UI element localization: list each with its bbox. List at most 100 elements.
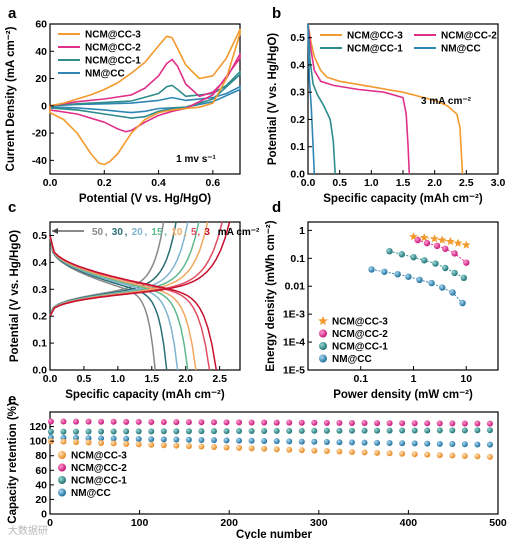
ragone-point-ncm-cc-2 xyxy=(451,250,458,257)
retention-point-ncm-cc-3 xyxy=(336,448,343,455)
retention-point-ncm-cc-3 xyxy=(298,447,305,454)
retention-point-ncm-cc-1 xyxy=(461,427,468,434)
retention-point-ncm-cc-1 xyxy=(323,427,330,434)
retention-point-nm-cc xyxy=(361,439,368,446)
rate-separator: , xyxy=(197,227,200,238)
x-tick-label: 2.5 xyxy=(212,373,227,385)
retention-point-ncm-cc-3 xyxy=(236,444,243,451)
y-tick-label: 0.0 xyxy=(290,169,305,181)
x-axis-label: Specific capacity (mAh cm⁻²) xyxy=(323,193,483,205)
x-tick-label: 2.0 xyxy=(427,177,442,189)
y-tick-label: 40 xyxy=(35,46,47,58)
legend-marker xyxy=(58,476,66,484)
retention-point-ncm-cc-3 xyxy=(348,448,355,455)
y-tick-label: 0 xyxy=(41,100,47,112)
y-axis-label: Current Density (mA cm⁻²) xyxy=(5,26,17,171)
x-tick-label: 500 xyxy=(489,517,507,529)
rate-label-30: 30 xyxy=(112,227,124,238)
x-tick-label: 1.0 xyxy=(111,373,126,385)
ragone-point-ncm-cc-1 xyxy=(460,274,468,282)
ragone-point-ncm-cc-3 xyxy=(430,234,439,243)
retention-point-ncm-cc-3 xyxy=(449,452,456,459)
retention-point-ncm-cc-3 xyxy=(261,445,268,452)
legend-entry: NCM@CC-1 xyxy=(347,44,403,55)
retention-point-nm-cc xyxy=(223,437,230,444)
ragone-point-ncm-cc-1 xyxy=(442,264,449,272)
retention-point-nm-cc xyxy=(248,437,255,444)
retention-point-ncm-cc-3 xyxy=(85,439,92,446)
retention-point-ncm-cc-1 xyxy=(361,427,368,434)
retention-point-ncm-cc-1 xyxy=(411,427,418,434)
x-tick-label: 0 xyxy=(47,517,53,529)
panel-d-frame xyxy=(307,221,499,371)
x-tick-label: 1.5 xyxy=(396,177,411,189)
retention-point-ncm-cc-2 xyxy=(198,419,205,426)
x-tick-label: 0.0 xyxy=(301,177,316,189)
ragone-point-ncm-cc-1 xyxy=(410,253,417,261)
cv-curve-ncm-cc-1 xyxy=(49,70,241,119)
retention-point-ncm-cc-1 xyxy=(185,428,192,435)
retention-point-nm-cc xyxy=(298,438,305,445)
panel-a-label: a xyxy=(8,5,17,22)
retention-point-nm-cc xyxy=(72,434,79,441)
x-tick-label: 100 xyxy=(131,517,149,529)
retention-point-nm-cc xyxy=(486,441,493,448)
retention-point-ncm-cc-2 xyxy=(123,418,130,425)
retention-point-nm-cc xyxy=(323,439,330,446)
y-tick-label: 0.3 xyxy=(290,87,305,99)
legend-entry: NM@CC xyxy=(332,354,372,365)
retention-point-ncm-cc-2 xyxy=(286,419,293,426)
ragone-point-ncm-cc-2 xyxy=(414,236,421,244)
retention-point-ncm-cc-3 xyxy=(424,451,431,458)
ragone-point-ncm-cc-2 xyxy=(423,239,431,247)
retention-point-ncm-cc-1 xyxy=(311,427,318,434)
retention-point-ncm-cc-2 xyxy=(411,420,418,427)
retention-point-ncm-cc-2 xyxy=(273,419,280,426)
retention-point-nm-cc xyxy=(198,436,205,443)
panel-c: c 0.0 0.5 1.0 1.5 2.0 2.5 0.0 0.1 0.2 0.3 0.4 0.5 Sp… xyxy=(8,199,260,401)
legend-marker xyxy=(319,342,327,350)
y-tick-label: 100 xyxy=(29,436,47,448)
retention-point-nm-cc xyxy=(336,439,343,446)
ragone-point-nm-cc xyxy=(368,266,375,273)
cv-curve-nm-cc xyxy=(49,85,241,114)
panel-c-frame xyxy=(49,221,241,371)
retention-point-ncm-cc-2 xyxy=(298,419,305,426)
retention-point-ncm-cc-1 xyxy=(236,428,243,435)
retention-point-nm-cc xyxy=(348,439,355,446)
retention-point-ncm-cc-1 xyxy=(60,428,67,435)
x-tick-label: 0.0 xyxy=(43,373,58,385)
retention-point-ncm-cc-3 xyxy=(198,443,205,450)
discharge-curve-ncm-cc-1 xyxy=(307,23,336,175)
retention-point-ncm-cc-2 xyxy=(72,418,79,425)
retention-point-nm-cc xyxy=(173,436,180,443)
retention-point-ncm-cc-3 xyxy=(98,439,105,446)
legend-entry: NCM@CC-2 xyxy=(85,43,141,54)
panel-d: d 0.1 1 10 1E-5 1E-4 1E-3 0.01 0.1 1 Power densit… xyxy=(265,199,499,401)
legend-entry: NCM@CC-2 xyxy=(332,329,388,340)
y-tick-label: 1E-5 xyxy=(283,365,305,377)
retention-point-ncm-cc-3 xyxy=(399,450,406,457)
retention-point-ncm-cc-2 xyxy=(173,419,180,426)
retention-point-ncm-cc-2 xyxy=(461,420,468,427)
retention-point-ncm-cc-3 xyxy=(60,438,67,445)
retention-point-nm-cc xyxy=(185,436,192,443)
retention-point-ncm-cc-3 xyxy=(160,442,167,449)
retention-point-ncm-cc-1 xyxy=(486,427,493,434)
retention-point-ncm-cc-1 xyxy=(436,427,443,434)
ragone-point-ncm-cc-1 xyxy=(421,257,428,264)
legend-marker xyxy=(318,316,328,325)
retention-point-ncm-cc-2 xyxy=(110,418,117,425)
retention-point-ncm-cc-2 xyxy=(261,419,268,426)
y-tick-label: -40 xyxy=(32,155,47,167)
retention-point-ncm-cc-1 xyxy=(424,427,431,434)
x-tick-label: 0.0 xyxy=(43,177,58,189)
y-tick-label: 80 xyxy=(35,450,47,462)
y-tick-label: 0.1 xyxy=(290,141,305,153)
retention-point-ncm-cc-3 xyxy=(436,452,443,459)
retention-point-nm-cc xyxy=(461,441,468,448)
rate-label-15: 15 xyxy=(151,227,163,238)
ragone-point-ncm-cc-2 xyxy=(433,242,441,250)
x-tick-label: 1.5 xyxy=(144,373,159,385)
